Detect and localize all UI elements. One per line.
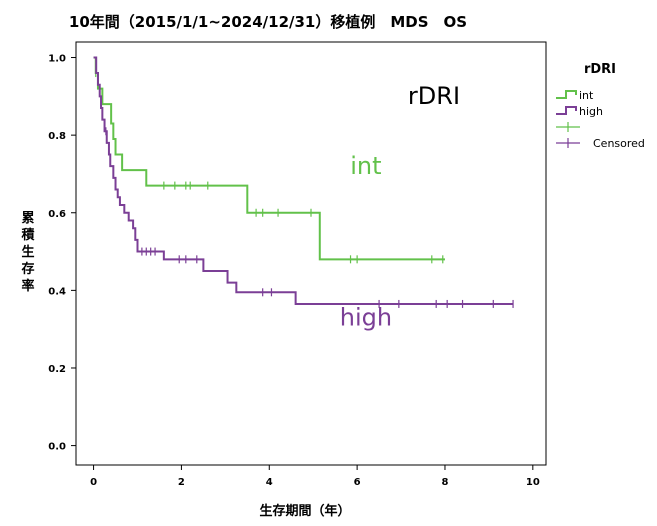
- legend-label: high: [579, 105, 603, 118]
- y-axis-label-char: 累: [21, 210, 34, 226]
- x-axis-label: 生存期間（年）: [259, 503, 350, 519]
- annotation-label: high: [340, 303, 392, 331]
- km-line-int: [93, 56, 445, 261]
- y-tick-label: 0.6: [48, 209, 66, 220]
- y-tick-label: 1.0: [48, 54, 66, 65]
- legend-swatch: [556, 90, 577, 99]
- x-tick-label: 6: [354, 477, 361, 488]
- y-tick-label: 0.8: [48, 131, 66, 142]
- chart-title: 10年間（2015/1/1~2024/12/31）移植例 MDS OS: [69, 13, 467, 31]
- km-line-high: [93, 56, 514, 305]
- annotation-label: rDRI: [408, 82, 460, 110]
- y-tick-label: 0.4: [48, 286, 66, 297]
- x-tick-label: 10: [526, 477, 540, 488]
- plot-frame: [75, 41, 547, 466]
- legend-label: Censored: [593, 137, 645, 150]
- x-tick-label: 8: [441, 477, 448, 488]
- annotation-label: int: [350, 152, 381, 180]
- series-layer: [93, 56, 514, 308]
- x-tick-label: 0: [90, 477, 97, 488]
- legend-swatch: [556, 106, 577, 115]
- legend-title: rDRI: [584, 62, 616, 77]
- y-tick-label: 0.0: [48, 442, 66, 453]
- y-axis: 0.0 0.2 0.4 0.6 0.8 1.0: [48, 54, 76, 453]
- annotations: rDRI int high: [340, 82, 460, 331]
- y-tick-label: 0.2: [48, 364, 66, 375]
- legend-label: int: [579, 89, 594, 102]
- y-axis-label-char: 積: [20, 227, 35, 243]
- y-axis-label-char: 存: [21, 261, 34, 277]
- y-axis-label-char: 率: [21, 278, 34, 294]
- x-tick-label: 2: [178, 477, 185, 488]
- x-axis: 0 2 4 6 8 10: [90, 465, 540, 488]
- y-axis-label-char: 生: [21, 244, 34, 260]
- legend: rDRI int high Censored: [556, 62, 645, 150]
- x-tick-label: 4: [266, 477, 273, 488]
